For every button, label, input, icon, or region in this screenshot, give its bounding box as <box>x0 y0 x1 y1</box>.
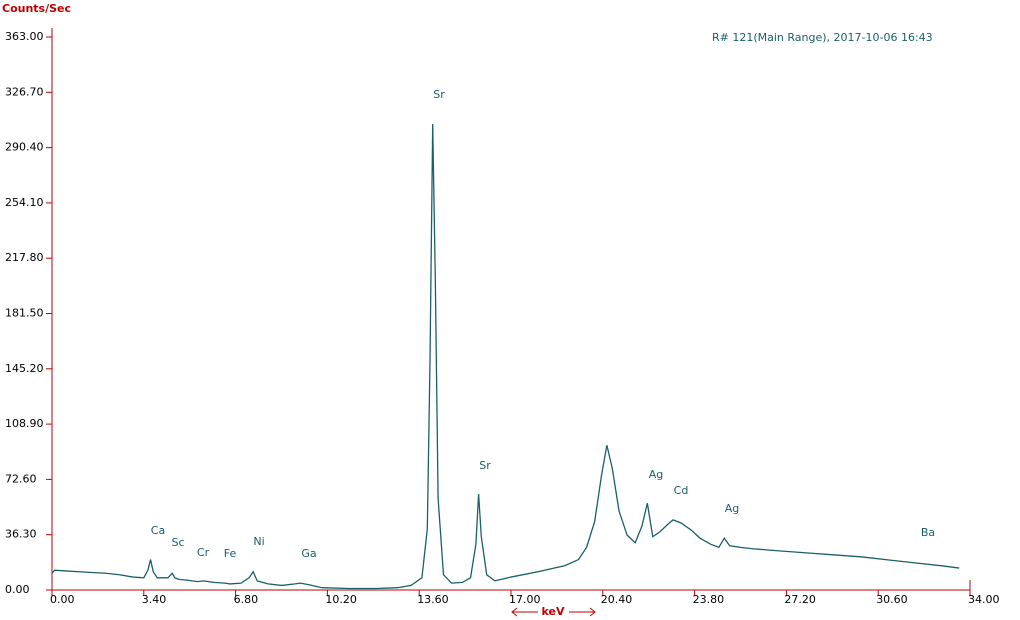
x-tick-label: 0.00 <box>50 593 75 606</box>
y-tick-label: 181.50 <box>5 307 44 320</box>
x-tick-label: 6.80 <box>234 593 259 606</box>
peak-label: Ba <box>921 526 935 539</box>
peak-label: Sc <box>171 536 184 549</box>
y-tick-label: 0.00 <box>5 583 30 596</box>
y-tick-label: 145.20 <box>5 362 44 375</box>
x-tick-label: 23.80 <box>693 593 725 606</box>
x-tick-label: 13.60 <box>417 593 449 606</box>
y-tick-label: 363.00 <box>5 30 44 43</box>
peak-label: Ca <box>151 524 165 537</box>
x-tick-label: 17.00 <box>509 593 541 606</box>
x-title-arrows <box>511 607 596 617</box>
x-tick-label: 27.20 <box>784 593 816 606</box>
peak-label: Sr <box>479 459 491 472</box>
y-tick-label: 326.70 <box>5 85 44 98</box>
peak-label: Ag <box>649 468 664 481</box>
y-tick-label: 254.10 <box>5 196 44 209</box>
y-axis-title: Counts/Sec <box>2 2 71 15</box>
peak-label: Ni <box>253 535 264 548</box>
x-tick-label: 20.40 <box>601 593 633 606</box>
y-tick-label: 72.60 <box>5 472 37 485</box>
peak-label: Cr <box>197 546 210 559</box>
y-tick-label: 108.90 <box>5 417 44 430</box>
spectrum-line <box>51 123 960 590</box>
y-tick-label: 36.30 <box>5 528 37 541</box>
peak-label: Sr <box>433 88 445 101</box>
x-tick-label: 3.40 <box>142 593 167 606</box>
x-tick-label: 10.20 <box>325 593 357 606</box>
y-tick-label: 217.80 <box>5 251 44 264</box>
peak-label: Fe <box>224 547 237 560</box>
peak-label: Ga <box>301 547 316 560</box>
peak-label: Ag <box>725 502 740 515</box>
info-text: R# 121(Main Range), 2017-10-06 16:43 <box>712 31 933 44</box>
x-axis-title: keV <box>542 605 565 618</box>
x-tick-label: 34.00 <box>968 593 1000 606</box>
y-tick-label: 290.40 <box>5 141 44 154</box>
x-tick-label: 30.60 <box>876 593 908 606</box>
peak-label: Cd <box>674 484 689 497</box>
